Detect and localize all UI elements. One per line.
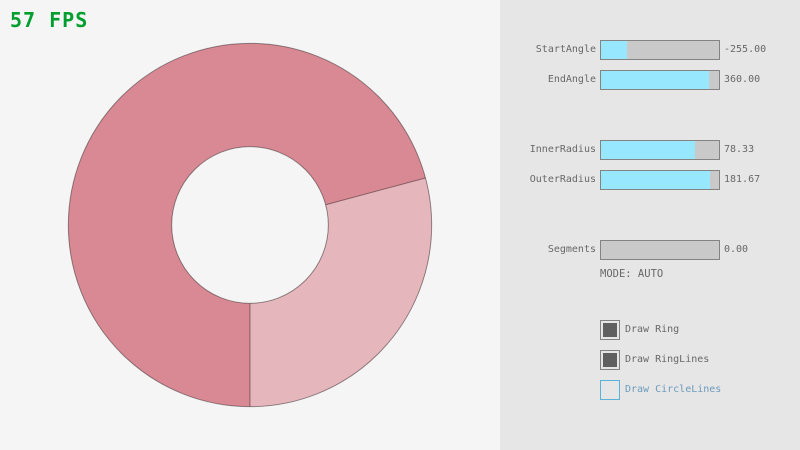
inner-radius-value: 78.33 [724, 144, 755, 155]
inner-radius-slider-fill [601, 141, 695, 159]
outer-radius-value: 181.67 [724, 174, 761, 185]
outer-radius-label: OuterRadius [529, 174, 596, 185]
segments-label: Segments [547, 244, 596, 255]
start-angle-label: StartAngle [535, 44, 596, 55]
draw-ringlines-checkmark [603, 353, 617, 367]
segments-value: 0.00 [724, 244, 749, 255]
checkbox-row-draw-ring: Draw Ring [500, 320, 800, 340]
ring-single-pass-sector [250, 177, 432, 407]
outer-radius-slider[interactable] [600, 170, 720, 190]
slider-row-start-angle: StartAngle -255.00 [500, 40, 800, 60]
end-angle-label: EndAngle [547, 74, 596, 85]
inner-radius-label: InnerRadius [529, 144, 596, 155]
slider-row-end-angle: EndAngle 360.00 [500, 70, 800, 90]
fps-counter: 57 FPS [10, 8, 89, 32]
draw-ring-checkmark [603, 323, 617, 337]
ring-outer-outline [67, 42, 433, 408]
end-angle-slider-fill [601, 71, 709, 89]
start-angle-slider[interactable] [600, 40, 720, 60]
draw-ring-checkbox[interactable] [600, 320, 620, 340]
start-angle-value: -255.00 [724, 44, 767, 55]
inner-radius-slider[interactable] [600, 140, 720, 160]
controls-panel: StartAngle -255.00 EndAngle 360.00 Inner… [500, 0, 800, 450]
draw-ringlines-label: Draw RingLines [625, 354, 710, 365]
checkbox-row-draw-ringlines: Draw RingLines [500, 350, 800, 370]
ring-canvas [67, 42, 433, 408]
draw-circlelines-label: Draw CircleLines [625, 384, 722, 395]
start-angle-slider-fill [601, 41, 627, 59]
slider-row-segments: Segments 0.00 [500, 240, 800, 260]
end-angle-value: 360.00 [724, 74, 761, 85]
draw-ringlines-checkbox[interactable] [600, 350, 620, 370]
segments-slider[interactable] [600, 240, 720, 260]
segments-mode-label: MODE: AUTO [600, 268, 664, 280]
checkbox-row-draw-circlelines: Draw CircleLines [500, 380, 800, 400]
ring-start-angle-line [325, 177, 426, 206]
slider-row-outer-radius: OuterRadius 181.67 [500, 170, 800, 190]
ring-inner-outline [171, 146, 329, 304]
draw-ring-label: Draw Ring [625, 324, 680, 335]
outer-radius-slider-fill [601, 171, 710, 189]
draw-circlelines-checkbox[interactable] [600, 380, 620, 400]
end-angle-slider[interactable] [600, 70, 720, 90]
slider-row-inner-radius: InnerRadius 78.33 [500, 140, 800, 160]
